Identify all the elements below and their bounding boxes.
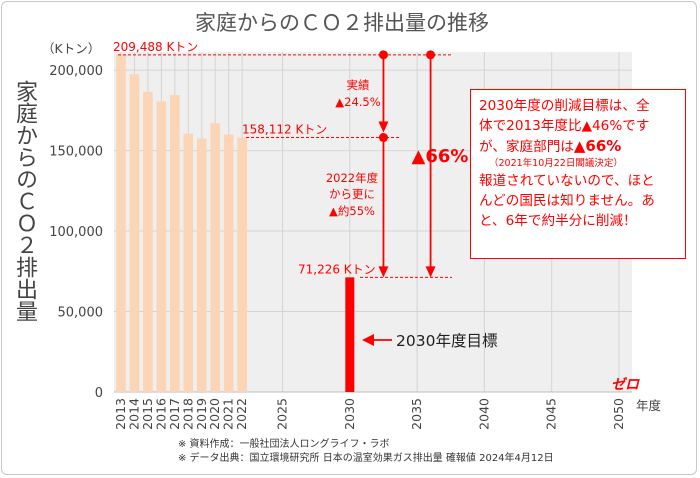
chart-title: 家庭からのＣＯ２排出量の推移 [195,11,489,35]
bar-2016 [156,101,167,392]
bar-2014 [129,74,140,392]
bar-2017 [170,95,180,393]
bar-2021 [223,134,234,392]
bar-2018 [183,133,194,392]
x-unit-label: 年度 [636,398,662,413]
bar-target-2030 [345,277,355,392]
x-tick-label: 2015 [140,398,155,430]
more-label-1: 2022年度 [326,171,379,185]
x-tick-label: 2025 [275,398,290,430]
total-pct: ▲66% [412,146,469,167]
y-tick-label: 50,000 [58,306,104,321]
note-box: 2030年度の削減目標は、全 体で2013年度比▲46%です が、家庭部門は▲6… [470,89,686,259]
note-line-6: んどの国民は知りません。あ [479,193,655,209]
more-label-2: から更に [329,187,375,201]
x-tick-label: 2035 [409,398,424,430]
footer-line-1: ※ 資料作成：一般社団法人ロングライフ・ラボ [178,439,390,450]
note-line-4: （2021年10月22日閣議決定） [489,158,623,169]
y-tick-label: 200,000 [49,64,103,79]
x-tick-label: 2022 [234,398,249,430]
more-label-3: ▲約55% [329,204,375,218]
y-axis-title: 家庭からのＣＯ２排出量 [12,80,37,322]
x-tick-label: 2050 [611,398,626,430]
bar-2015 [143,91,153,393]
x-tick-label: 2045 [544,398,559,430]
zero-label: ゼロ [611,376,640,393]
x-tick-label: 2013 [113,398,128,430]
bar-2022 [237,137,247,392]
x-tick-label: 2014 [126,398,141,430]
bar-2020 [210,123,221,392]
arrow-2022-2030-head [378,266,389,278]
x-tick-label: 2021 [221,398,236,430]
label-2030-value: 71,226 Kトン [298,262,376,276]
footer: ※ 資料作成：一般社団法人ロングライフ・ラボ ※ データ出典：国立環境研究所 日… [178,438,554,466]
label-2013-value: 209,488 Kトン [113,40,198,54]
note-line-3a: が、家庭部門は [479,139,574,155]
note-line-1: 2030年度の削減目標は、全 [479,98,650,114]
bar-2013 [116,54,126,393]
bar-2019 [196,138,207,392]
arrow-2013-2030-head [425,266,436,278]
arrow-2013-2022-dot [378,50,388,60]
actual-label: 実績 [347,78,370,92]
x-tick-label: 2017 [167,398,182,430]
x-tick-label: 2018 [180,398,195,430]
note-line-5: 報道されていないので、ほと [479,173,655,189]
target-pointer-head [362,334,374,346]
x-tick-label: 2016 [153,398,168,430]
footer-line-2: ※ データ出典：国立環境研究所 日本の温室効果ガス排出量 確報値 2024年4月… [178,453,554,464]
y-unit-label: （Kトン） [42,41,100,56]
arrow-2022-2030-dot [378,133,388,143]
x-tick-label: 2019 [194,398,209,430]
x-tick-label: 2040 [476,398,491,430]
x-tick-label: 2030 [342,398,357,430]
note-line-7: と、6年で約半分に削減！ [479,213,637,229]
actual-pct: ▲24.5% [335,95,380,109]
note-line-2: 体で2013年度比▲46%です [479,118,650,134]
arrow-2013-2030-dot [426,50,436,60]
note-line-3b: ▲66% [573,137,622,155]
y-tick-label: 0 [95,386,103,401]
target-label: 2030年度目標 [396,332,497,350]
y-tick-label: 150,000 [49,145,103,160]
arrow-2013-2022-head [378,121,389,133]
note-line-3: が、家庭部門は▲66% [479,136,677,157]
label-2022-value: 158,112 Kトン [242,123,327,137]
y-tick-label: 100,000 [49,225,103,240]
x-tick-label: 2020 [207,398,222,430]
